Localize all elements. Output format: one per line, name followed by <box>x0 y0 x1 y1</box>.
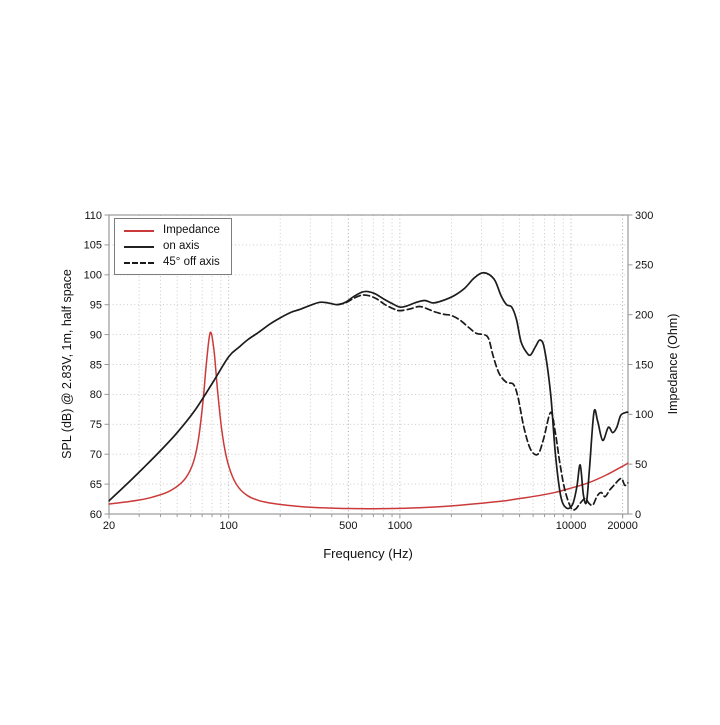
tick-label: 95 <box>90 300 102 312</box>
x-axis-title: Frequency (Hz) <box>323 546 413 561</box>
tick-label: 65 <box>90 479 102 491</box>
tick-label: 1000 <box>388 520 412 532</box>
legend-item-off-axis: 45° off axis <box>124 256 220 269</box>
tick-label: 70 <box>90 449 102 461</box>
tick-label: 100 <box>84 270 102 282</box>
y-axis-right: 0 50 100 150 200 250 300 <box>628 210 653 521</box>
tick-label: 300 <box>635 210 653 222</box>
tick-label: 90 <box>90 329 102 341</box>
on-axis-line-sample <box>124 245 154 248</box>
y-axis-right-title: Impedance (Ohm) <box>666 313 680 415</box>
y-axis-left: 60 65 70 75 80 85 90 95 100 105 110 <box>84 210 109 521</box>
tick-label: 100 <box>635 409 653 421</box>
legend-label-impedance: Impedance <box>163 224 220 236</box>
tick-label: 500 <box>339 520 357 532</box>
tick-label: 75 <box>90 419 102 431</box>
impedance-line-sample <box>124 229 154 232</box>
tick-label: 50 <box>635 459 647 471</box>
y-axis-left-title: SPL (dB) @ 2.83V, 1m, half space <box>60 269 74 459</box>
gridlines <box>109 215 628 514</box>
x-axis: 20 100 500 1000 10000 20000 <box>103 514 638 532</box>
tick-label: 0 <box>635 509 641 521</box>
tick-label: 250 <box>635 260 653 272</box>
tick-label: 200 <box>635 309 653 321</box>
legend-label-on-axis: on axis <box>163 240 200 252</box>
off-axis-line-sample <box>124 261 154 264</box>
tick-label: 100 <box>219 520 237 532</box>
tick-label: 105 <box>84 240 102 252</box>
tick-label: 80 <box>90 389 102 401</box>
tick-label: 10000 <box>556 520 587 532</box>
tick-label: 85 <box>90 359 102 371</box>
impedance-curve <box>108 331 629 510</box>
tick-label: 110 <box>84 210 102 222</box>
legend: Impedance on axis 45° off axis <box>114 218 232 275</box>
legend-item-on-axis: on axis <box>124 240 220 253</box>
legend-label-off-axis: 45° off axis <box>163 256 220 268</box>
tick-label: 20000 <box>607 520 638 532</box>
curves <box>108 271 629 511</box>
off-axis-curve <box>336 294 629 511</box>
legend-item-impedance: Impedance <box>124 224 220 237</box>
tick-label: 20 <box>103 520 115 532</box>
on-axis-curve <box>108 271 629 510</box>
tick-label: 150 <box>635 359 653 371</box>
tick-label: 60 <box>90 509 102 521</box>
